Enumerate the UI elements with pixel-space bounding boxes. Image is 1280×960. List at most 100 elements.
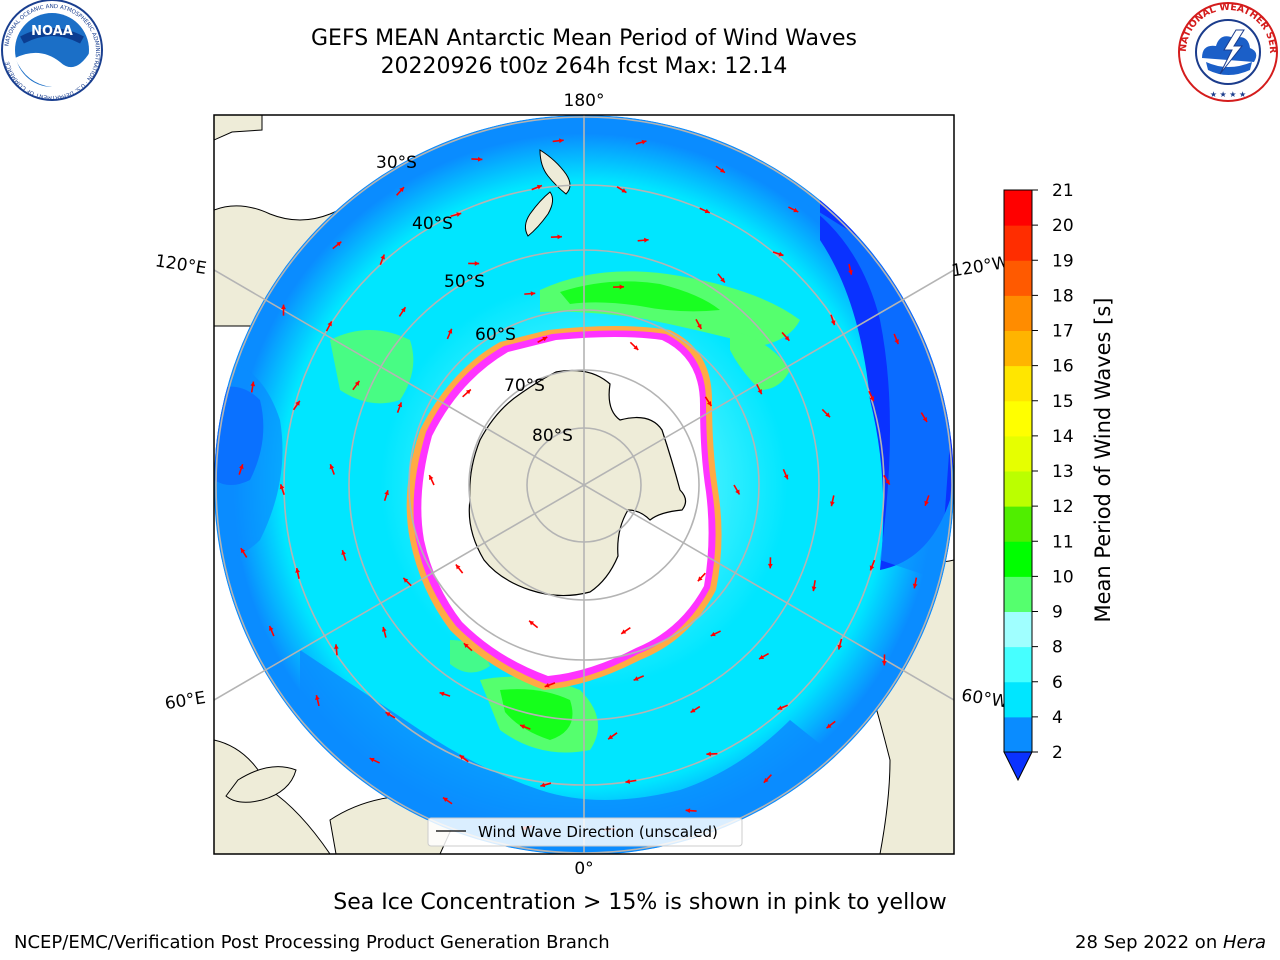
wave-direction-arrowhead [767,563,773,569]
colorbar-segment [1004,506,1032,542]
nws-logo: NATIONAL WEATHER SERVICE ★ ★ ★ ★ [1176,0,1278,102]
wave-direction-arrowhead [239,464,244,470]
wave-direction-arrowhead [633,676,639,681]
lon-label-left-upper: 120°E [154,251,208,279]
map-border [213,114,955,855]
wave-direction-arrowhead [924,500,929,506]
colorbar-tick-label: 13 [1052,462,1074,482]
lon-label-top: 180° [564,91,605,111]
sea-ice-caption: Sea Ice Concentration > 15% is shown in … [333,890,947,915]
page-subtitle: 20220926 t00z 264h fcst Max: 12.14 [380,54,788,79]
colorbar-tick-label: 10 [1052,567,1074,587]
new-zealand [524,149,571,237]
wave-direction-arrowhead [881,660,887,666]
colorbar-tick-label: 8 [1052,638,1063,658]
noaa-logo: NOAA NATIONAL OCEANIC AND ATMOSPHERIC AD… [1,0,103,101]
wave-direction-arrowhead [474,261,480,266]
page-title: GEFS MEAN Antarctic Mean Period of Wind … [311,26,857,51]
lon-label-right-upper: 120°W [950,253,1010,282]
wave-direction-arrowhead [793,207,799,213]
wave-direction-arrowhead [830,501,835,507]
wave-direction-arrowhead [542,337,548,342]
wave-direction-arrowhead [439,691,445,697]
colorbar-segment [1004,260,1032,296]
colorbar-tick-label: 17 [1052,322,1074,342]
colorbar-tick-label: 2 [1052,743,1063,763]
colorbar-label: Mean Period of Wind Waves [s] [1091,298,1115,623]
wave-direction-arrowhead [811,586,817,592]
colorbar-tick-label: 12 [1052,497,1074,517]
antarctica [468,369,687,597]
wave-direction-arrowhead [777,705,783,710]
colorbar-segment [1004,365,1032,402]
wave-direction-arrowhead [315,695,320,701]
wave-direction-arrowhead [633,345,639,350]
wave-direction-arrowhead [295,400,300,406]
wave-direction-arrowhead [447,328,453,334]
wave-direction-arrowhead [869,565,875,571]
wave-direction-arrowhead [465,389,471,395]
lat-label-40s: 40°S [412,214,453,234]
wave-direction-arrowhead [463,643,469,649]
wave-direction-arrowhead [837,644,843,650]
wave-direction-arrowhead [529,620,535,626]
wave-direction-arrowhead [520,724,526,729]
colorbar-tick-label: 11 [1052,532,1074,552]
wave-direction-arrowhead [778,251,784,257]
colorbar-segment [1004,400,1032,437]
wave-direction-arrowhead [784,335,790,341]
wave-direction-arrowhead [697,576,703,582]
colorbar-segment [1004,225,1032,261]
wave-direction-arrowhead [385,712,391,717]
wave-direction-arrowhead [690,708,696,713]
colorbar-segment [1004,646,1032,683]
colorbar-tick-label: 15 [1052,392,1074,412]
colorbar-segment [1004,471,1032,507]
lat-label-50s: 50°S [444,272,485,292]
wave-direction-arrowhead [697,323,702,329]
colorbar-segment [1004,541,1032,577]
wave-direction-arrowhead [720,277,725,283]
wave-direction-arrowhead [710,631,716,637]
colorbar: 2 4 6 8 9 10 11 12 13 14 15 16 17 18 19 20 21 [1003,181,1074,782]
wave-direction-arrowhead [295,568,300,573]
colorbar-tick-label: 21 [1052,181,1074,201]
wave-direction-arrowhead [922,416,927,422]
wind-wave-direction-arrows [238,138,930,832]
legend: Wind Wave Direction (unscaled) [427,817,743,847]
wave-direction-arrowhead [384,490,389,496]
legend-label: Wind Wave Direction (unscaled) [478,823,718,841]
colorbar-tick-label: 18 [1052,286,1074,306]
colorbar-segment [1004,576,1032,612]
noaa-logo-text: NOAA [31,24,73,39]
wave-direction-arrowhead [401,307,406,313]
wave-direction-arrowhead [281,304,286,309]
graticule [214,115,954,854]
wave-direction-arrowhead [269,625,274,631]
wave-direction-arrowhead [706,751,711,757]
wave-direction-arrowhead [830,320,836,326]
colorbar-segment [1004,611,1032,648]
wave-direction-arrowhead [912,583,918,589]
lon-label-right-lower: 60°W [960,686,1010,713]
wave-direction-arrowhead [442,797,448,802]
wave-direction-arrowhead [459,755,465,760]
wave-direction-arrowhead [608,734,614,740]
colorbar-label-container: Mean Period of Wind Waves [s] [1084,200,1124,720]
wave-direction-arrowhead [621,188,627,193]
colorbar-tick-label: 9 [1052,603,1063,623]
colorbar-segment [1004,435,1032,472]
wave-direction-arrowhead [530,291,536,297]
wave-direction-arrowhead [826,723,832,729]
wave-direction-arrowhead [869,396,874,402]
wave-direction-arrowhead [381,626,387,632]
wave-direction-arrowhead [544,682,550,688]
wave-direction-arrowhead [240,548,246,554]
wave-direction-arrowhead [329,464,335,470]
lat-label-60s: 60°S [475,325,516,345]
colorbar-tick-label: 20 [1052,216,1074,236]
colorbar-tick-label: 4 [1052,708,1063,728]
lat-label-80s: 80°S [532,426,573,446]
wave-direction-arrowhead [540,782,546,788]
